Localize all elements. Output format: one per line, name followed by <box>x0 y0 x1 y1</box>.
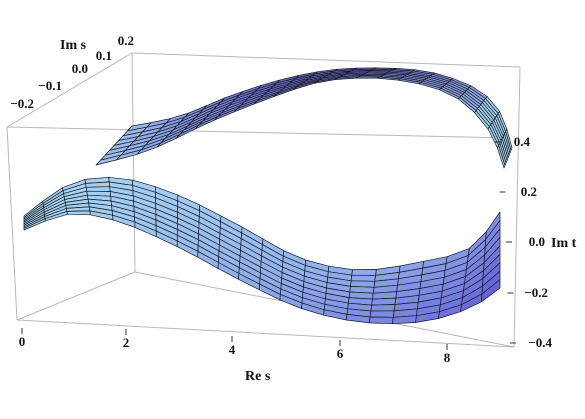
surface-patch <box>369 310 395 318</box>
y-tick-label: −0.1 <box>38 78 62 93</box>
surface-patch <box>368 316 394 325</box>
x-tick-label: 6 <box>337 346 344 361</box>
y-tick-label: 0.2 <box>118 33 134 48</box>
box-edge <box>6 52 133 128</box>
box-edge <box>513 66 521 348</box>
surface-patch <box>392 315 417 325</box>
box-edge <box>16 271 136 321</box>
y-tick-label: −0.2 <box>10 96 34 111</box>
surface-patch <box>481 279 501 303</box>
box-edge <box>6 126 511 139</box>
box-edge <box>6 126 18 321</box>
surface-patch <box>66 210 91 216</box>
x-tick-label: 8 <box>444 350 451 365</box>
y-tick-label: 0.0 <box>72 61 88 76</box>
y-tick-label: 0.1 <box>96 48 112 63</box>
surface-patch <box>370 304 396 312</box>
surface-patch <box>351 269 377 276</box>
z-tick-label: 0.4 <box>514 134 531 149</box>
box-edge <box>16 319 515 348</box>
z-tick-label: −0.2 <box>524 285 548 300</box>
x-axis-label: Re s <box>245 369 271 384</box>
z-tick-label: −0.4 <box>528 335 552 350</box>
axis-ticks: 0 2 4 6 8 −0.2 −0.1 0.0 0.1 0.2 −0.4 −0.2 0.0 0.2 0.4 <box>10 33 552 365</box>
x-tick-label: 2 <box>123 335 130 350</box>
upper-surface <box>95 67 513 169</box>
lower-surface <box>23 176 501 325</box>
surface-patch <box>85 186 111 192</box>
x-tick-label: 0 <box>19 334 26 349</box>
z-tick-label: 0.0 <box>529 234 545 249</box>
y-axis-label: Im s <box>60 38 87 53</box>
z-tick-label: 0.2 <box>521 184 537 199</box>
x-tick-label: 4 <box>229 342 236 357</box>
surface-patch <box>497 145 506 169</box>
box-edge <box>131 52 521 68</box>
surface-patch <box>355 76 380 79</box>
surface-patch <box>350 274 376 282</box>
box-edge <box>131 52 136 273</box>
z-axis-label: Im t <box>551 236 577 251</box>
surface-patch <box>371 297 397 306</box>
